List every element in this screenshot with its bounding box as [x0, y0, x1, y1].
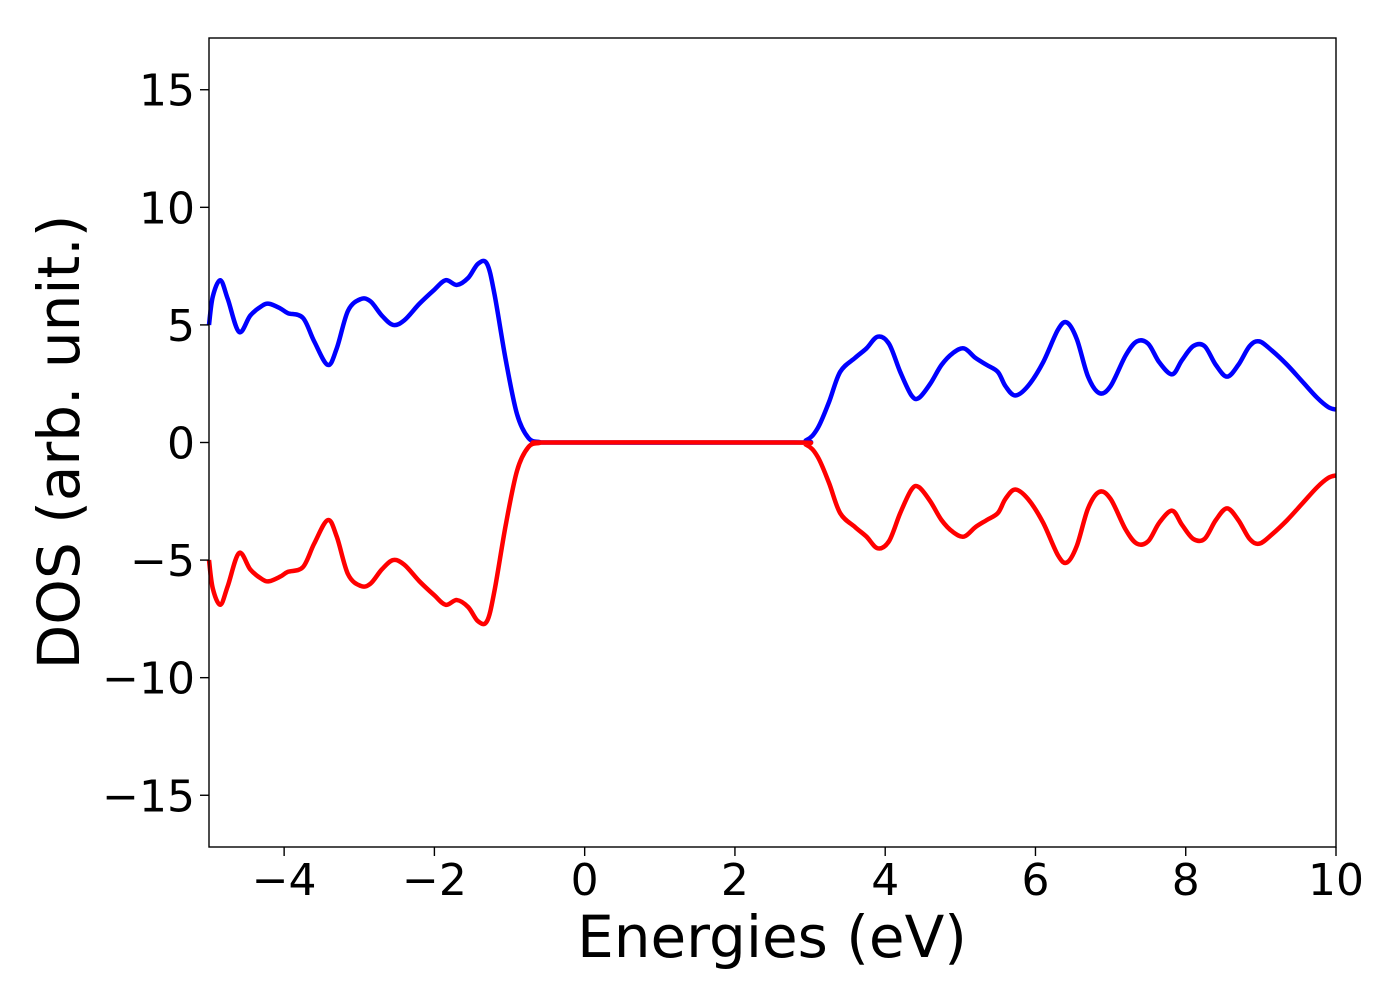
y-axis-label: DOS (arb. unit.): [25, 215, 93, 670]
series-layer: [206, 258, 1337, 627]
y-tick-label: −10: [102, 654, 195, 705]
x-tick-label: 0: [571, 855, 599, 906]
y-tick-label: 15: [139, 66, 195, 117]
y-tick-label: −15: [102, 771, 195, 822]
y-tick-label: 0: [167, 419, 195, 470]
x-axis-ticks: −4 −2 0 2 4 6 8 10: [252, 847, 1364, 906]
x-tick-label: −4: [252, 855, 317, 906]
x-axis-label: Energies (eV): [577, 903, 967, 971]
y-tick-label: −5: [130, 536, 195, 587]
y-tick-label: 10: [139, 183, 195, 234]
y-axis-ticks: −15 −10 −5 0 5 10 15: [102, 66, 209, 822]
x-tick-label: 10: [1308, 855, 1364, 906]
series-line-1: [206, 258, 1337, 445]
x-tick-label: 8: [1172, 855, 1200, 906]
x-tick-label: 2: [721, 855, 749, 906]
x-tick-label: 4: [871, 855, 899, 906]
x-tick-label: −2: [402, 855, 467, 906]
y-tick-label: 5: [167, 301, 195, 352]
series-line-2: [206, 440, 1337, 627]
x-tick-label: 6: [1021, 855, 1049, 906]
